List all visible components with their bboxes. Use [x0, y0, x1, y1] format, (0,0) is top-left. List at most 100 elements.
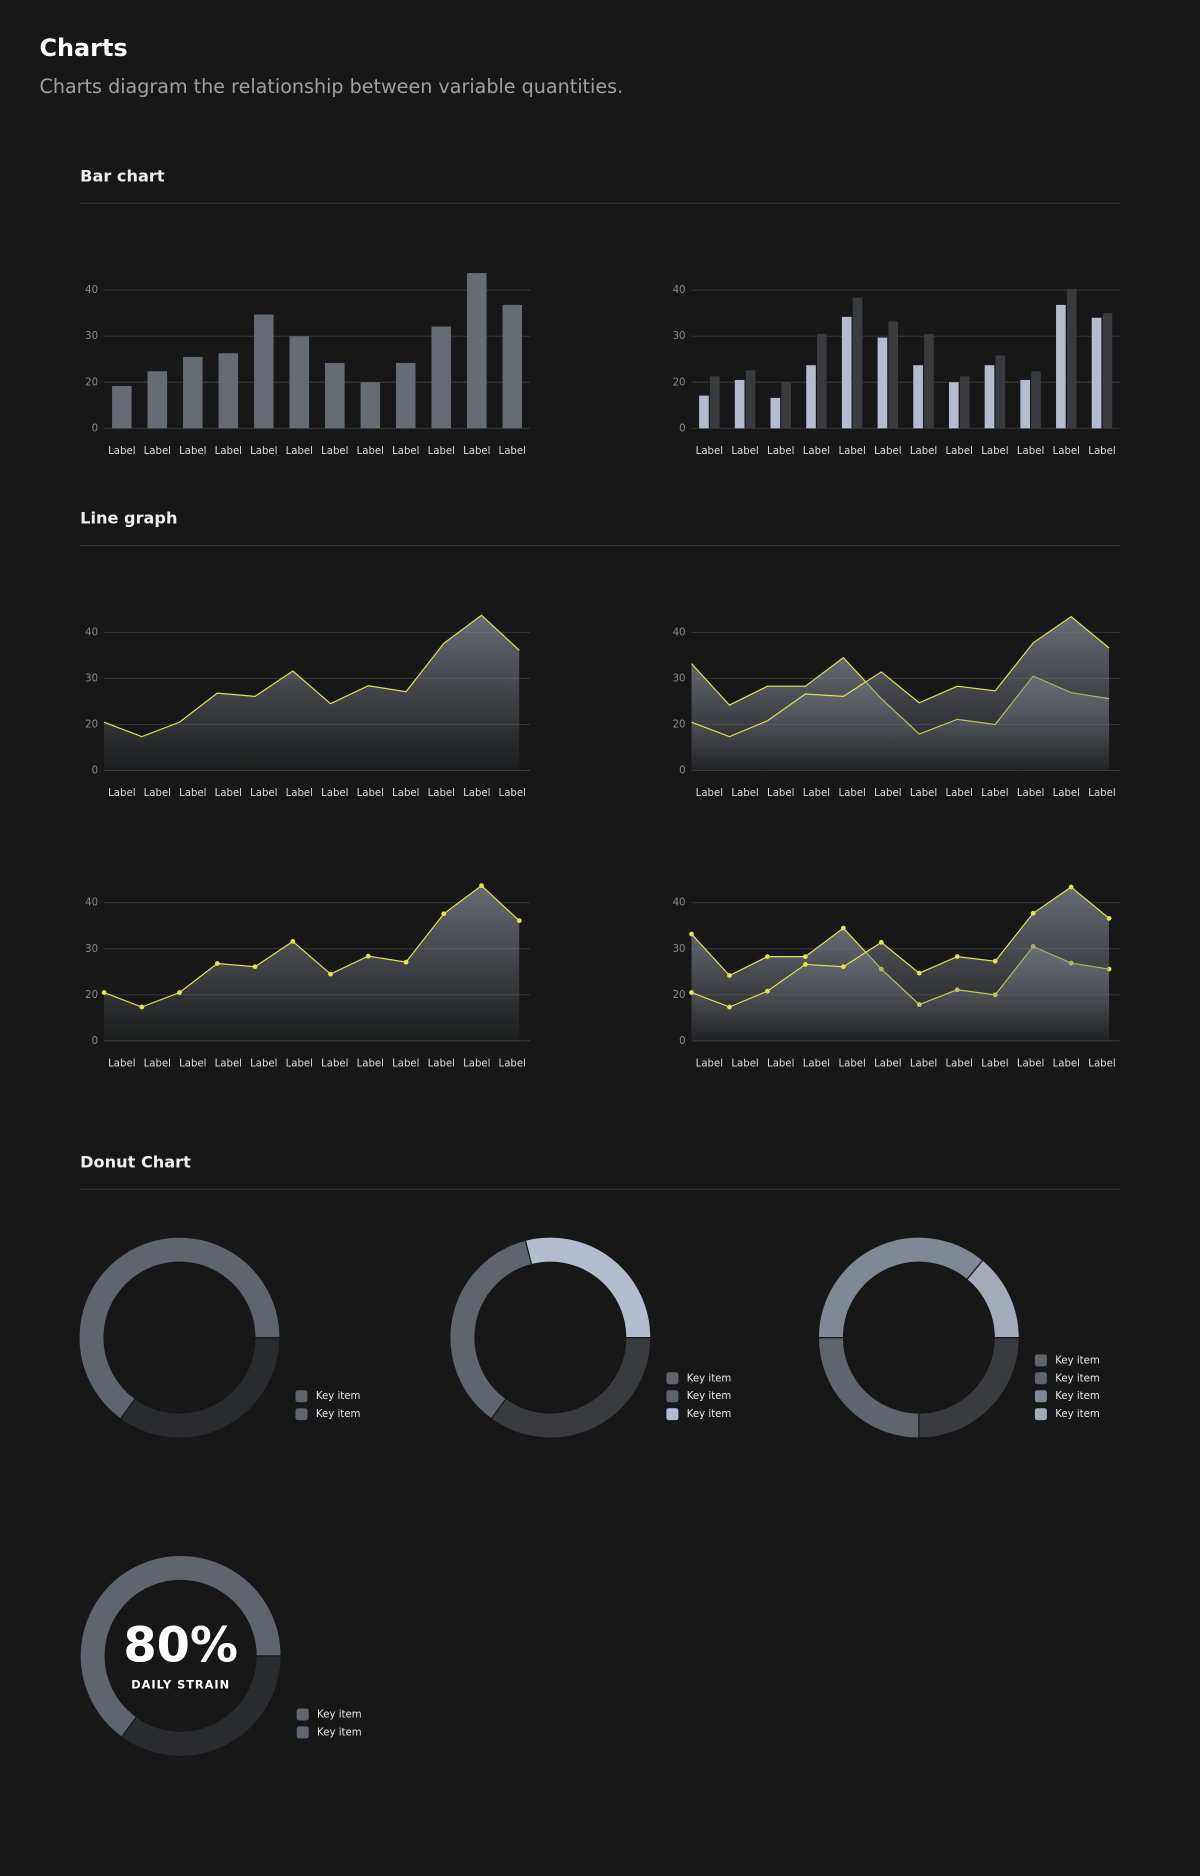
x-tick-label: Label — [767, 446, 794, 457]
x-tick-label: Label — [874, 788, 901, 799]
marker — [803, 962, 808, 967]
marker — [290, 939, 296, 944]
marker — [689, 990, 694, 995]
donut-segment — [490, 1337, 652, 1439]
legend-label: Key item — [1055, 1391, 1100, 1402]
y-tick-label: 20 — [673, 990, 686, 1001]
x-tick-label: Label — [838, 788, 865, 799]
bar — [183, 356, 203, 429]
marker — [328, 971, 333, 977]
legend-swatch — [666, 1390, 679, 1403]
y-tick-label: 30 — [85, 673, 98, 684]
x-tick-label: Label — [215, 446, 242, 457]
bar — [1091, 317, 1102, 429]
bar — [289, 336, 310, 429]
legend-swatch — [296, 1708, 309, 1721]
bar — [1031, 371, 1041, 429]
y-tick-label: 40 — [85, 898, 98, 909]
bar — [1056, 304, 1066, 429]
marker — [992, 958, 998, 964]
y-tick-label: 0 — [92, 766, 98, 777]
x-tick-label: Label — [874, 1059, 901, 1070]
bar — [984, 365, 995, 429]
x-tick-label: Label — [981, 788, 1008, 799]
x-tick-label: Label — [321, 446, 348, 457]
x-tick-label: Label — [731, 446, 758, 457]
x-tick-label: Label — [499, 1059, 526, 1070]
x-tick-label: Label — [1053, 446, 1080, 457]
x-tick-label: Label — [1053, 1059, 1080, 1070]
marker — [252, 964, 258, 970]
bar — [959, 376, 970, 429]
bar — [1020, 379, 1031, 429]
marker — [954, 954, 960, 959]
x-tick-label: Label — [1088, 788, 1115, 799]
x-tick-label: Label — [392, 788, 419, 799]
x-tick-label: Label — [838, 1059, 865, 1070]
y-tick-label: 30 — [673, 331, 686, 342]
y-tick-label: 20 — [85, 719, 98, 730]
legend-swatch — [295, 1408, 308, 1421]
marker — [1106, 915, 1112, 921]
y-tick-label: 40 — [673, 627, 686, 638]
x-tick-label: Label — [144, 446, 171, 457]
marker — [516, 918, 522, 924]
x-tick-label: Label — [250, 446, 277, 457]
y-tick-label: 0 — [679, 1036, 685, 1047]
x-tick-label: Label — [428, 788, 455, 799]
x-tick-label: Label — [463, 446, 490, 457]
legend-label: Key item — [687, 1391, 732, 1402]
y-tick-label: 20 — [673, 377, 686, 388]
legend-swatch — [1034, 1372, 1047, 1385]
marker — [840, 964, 846, 970]
legend-swatch — [295, 1390, 308, 1403]
line — [691, 886, 1110, 1008]
x-tick-label: Label — [215, 788, 242, 799]
y-tick-label: 0 — [92, 423, 98, 434]
x-tick-label: Label — [1017, 788, 1044, 799]
x-tick-label: Label — [392, 446, 419, 457]
x-tick-label: Label — [321, 1059, 348, 1070]
line — [103, 614, 520, 738]
marker — [727, 973, 732, 978]
bar — [360, 382, 381, 429]
page-subtitle: Charts diagram the relationship between … — [39, 75, 623, 98]
bar — [781, 382, 791, 429]
bar — [817, 333, 827, 429]
y-tick-label: 40 — [673, 285, 686, 296]
marker — [441, 911, 447, 917]
legend-swatch — [296, 1726, 309, 1739]
x-tick-label: Label — [696, 788, 723, 799]
y-tick-label: 30 — [673, 673, 686, 684]
bar — [888, 321, 899, 429]
section-title: Bar chart — [80, 167, 165, 186]
marker — [139, 1004, 145, 1010]
legend-label: Key item — [687, 1373, 732, 1384]
bar — [467, 273, 487, 429]
x-tick-label: Label — [144, 788, 171, 799]
y-tick-label: 20 — [85, 990, 98, 1001]
x-tick-label: Label — [215, 1059, 242, 1070]
x-tick-label: Label — [463, 1059, 490, 1070]
x-tick-label: Label — [286, 788, 313, 799]
bar — [806, 365, 816, 429]
marker — [403, 959, 409, 965]
donut-segment — [817, 1337, 920, 1439]
section-title: Donut Chart — [80, 1152, 191, 1171]
bar — [995, 355, 1006, 429]
bar — [734, 379, 745, 429]
bar — [852, 297, 863, 429]
x-tick-label: Label — [286, 1059, 313, 1070]
x-tick-label: Label — [981, 446, 1008, 457]
bar — [1102, 313, 1113, 429]
legend-label: Key item — [316, 1409, 361, 1420]
marker — [101, 990, 107, 995]
marker — [765, 988, 770, 994]
y-tick-label: 40 — [673, 898, 686, 909]
x-tick-label: Label — [428, 1059, 455, 1070]
legend-label: Key item — [1055, 1373, 1100, 1384]
x-tick-label: Label — [250, 1059, 277, 1070]
marker — [840, 925, 846, 931]
legend-swatch — [666, 1408, 679, 1421]
